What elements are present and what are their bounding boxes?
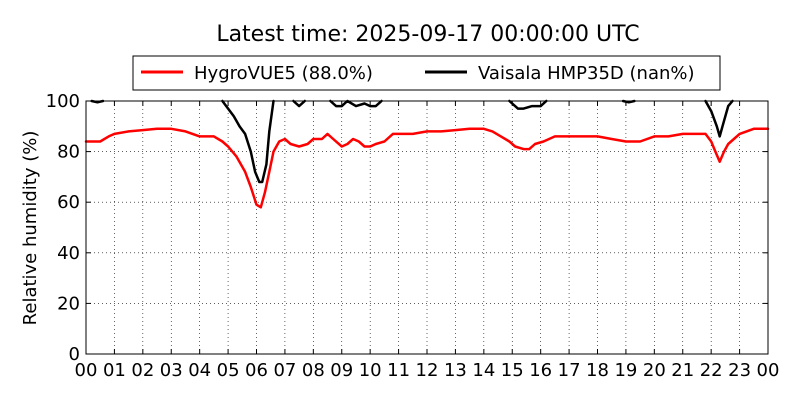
series-line-vaisala <box>704 99 734 138</box>
legend-label-vaisala: Vaisala HMP35D (nan%) <box>478 63 695 84</box>
x-tick-label: 01 <box>103 360 126 381</box>
legend: HygroVUE5 (88.0%) Vaisala HMP35D (nan%) <box>132 55 721 91</box>
series-line-vaisala <box>508 99 548 110</box>
x-tick-label: 18 <box>586 360 609 381</box>
x-tick-label: 12 <box>416 360 439 381</box>
y-tick-label: 100 <box>46 91 80 112</box>
y-tick-label: 60 <box>57 192 80 213</box>
x-tick-label: 06 <box>245 360 268 381</box>
series-line-vaisala <box>329 99 383 108</box>
y-tick-label: 20 <box>57 293 80 314</box>
x-tick-label: 17 <box>558 360 581 381</box>
series-line-vaisala <box>292 99 307 108</box>
x-tick-label: 08 <box>302 360 325 381</box>
legend-label-hygrovue5: HygroVUE5 (88.0%) <box>194 63 373 84</box>
x-tick-label: 11 <box>387 360 410 381</box>
x-tick-label: 22 <box>700 360 723 381</box>
y-tick-label: 40 <box>57 243 80 264</box>
series-line-hygrovue5 <box>84 127 770 209</box>
x-tick-label: 23 <box>728 360 751 381</box>
axis-ticks: 00 01 02 03 04 05 06 07 08 09 10 11 12 13 14 15 16 17 18 19… <box>46 91 780 381</box>
x-tick-label: 02 <box>131 360 154 381</box>
x-tick-label: 21 <box>671 360 694 381</box>
x-tick-label: 00 <box>757 360 780 381</box>
y-tick-label: 0 <box>69 344 80 365</box>
x-tick-label: 19 <box>614 360 637 381</box>
x-tick-label: 15 <box>501 360 524 381</box>
x-tick-label: 03 <box>160 360 183 381</box>
y-axis-label: Relative humidity (%) <box>20 131 41 326</box>
series-lines <box>84 99 770 209</box>
grid-lines <box>86 101 768 354</box>
y-tick-label: 80 <box>57 142 80 163</box>
x-tick-label: 09 <box>330 360 353 381</box>
x-tick-label: 10 <box>359 360 382 381</box>
plot-area-frame <box>85 100 769 355</box>
x-tick-label: 07 <box>273 360 296 381</box>
x-tick-label: 14 <box>472 360 495 381</box>
x-tick-label: 20 <box>643 360 666 381</box>
x-tick-label: 13 <box>444 360 467 381</box>
series-line-vaisala <box>221 99 275 184</box>
x-tick-label: 04 <box>188 360 211 381</box>
x-tick-label: 16 <box>529 360 552 381</box>
x-tick-label: 05 <box>217 360 240 381</box>
x-tick-label: 00 <box>75 360 98 381</box>
chart-title: Latest time: 2025-09-17 00:00:00 UTC <box>216 22 639 47</box>
